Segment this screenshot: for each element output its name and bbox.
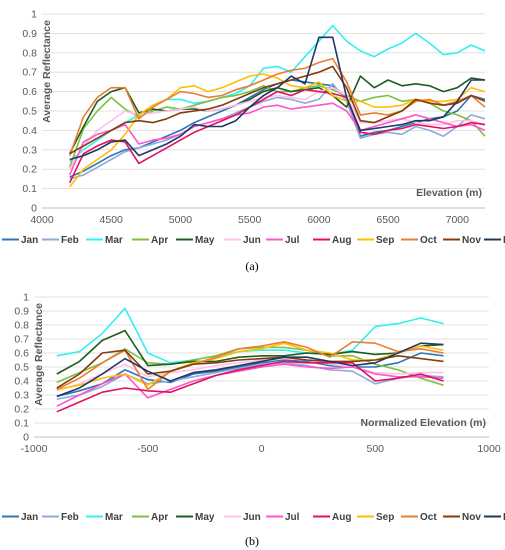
- y-tick-label: 0.7: [14, 334, 29, 346]
- legend-label-jan: Jan: [21, 512, 38, 523]
- legend-label-dec: Dec: [503, 512, 505, 523]
- chart-a: 0 0.1 0.2 0.3 0.4 0.5 0.6 0.7 0.8 0.9 1 4000 4500 500…: [2, 9, 505, 246]
- legend-label-jun: Jun: [243, 512, 261, 523]
- y-tick-label: 0: [31, 203, 37, 215]
- x-axis-label: Elevation (m): [416, 187, 482, 199]
- y-tick-label: 1: [23, 292, 29, 304]
- legend-label-mar: Mar: [105, 512, 123, 523]
- x-tick-label: 0: [259, 443, 265, 455]
- y-tick-label: 0.7: [22, 67, 37, 79]
- series-line-aug: [56, 360, 444, 413]
- series-line-jul: [68, 102, 486, 176]
- y-tick-label: 1: [31, 9, 37, 21]
- legend-label-aug: Aug: [332, 512, 351, 523]
- legend-label-feb: Feb: [61, 235, 79, 246]
- legend-label-dec: Dec: [503, 235, 505, 246]
- y-tick-label: 0.3: [14, 390, 29, 402]
- x-tick-label: -1000: [21, 443, 48, 455]
- y-tick-label: 0.3: [22, 144, 37, 156]
- panel-label-a: (a): [245, 259, 258, 273]
- legend-label-sep: Sep: [376, 235, 394, 246]
- x-tick-label: 5000: [169, 214, 193, 226]
- x-tick-label: 5500: [238, 214, 262, 226]
- series-line-dec: [69, 36, 485, 161]
- x-tick-label: 7000: [446, 214, 470, 226]
- series-line-aug: [68, 88, 486, 184]
- y-tick-label: 0.2: [14, 404, 29, 416]
- y-tick-label: 0.6: [22, 86, 37, 98]
- legend-label-oct: Oct: [420, 512, 437, 523]
- series-line-jul: [56, 363, 444, 407]
- series-line-oct: [56, 340, 444, 391]
- panel-label-b: (b): [245, 534, 259, 548]
- x-tick-label: -500: [137, 443, 158, 455]
- y-tick-label: 0.8: [22, 47, 37, 59]
- x-tick-label: 500: [366, 443, 384, 455]
- series-line-mar: [69, 24, 486, 163]
- legend-label-jul: Jul: [285, 235, 300, 246]
- y-tick-label: 0: [23, 432, 29, 444]
- y-tick-label: 0.5: [14, 362, 29, 374]
- legend-label-oct: Oct: [420, 235, 437, 246]
- series-line-may: [56, 329, 444, 375]
- y-tick-label: 0.9: [22, 28, 37, 40]
- legend-label-may: May: [195, 235, 215, 246]
- series-line-dec: [56, 342, 444, 398]
- legend-label-apr: Apr: [151, 235, 168, 246]
- y-tick-label: 0.4: [22, 125, 37, 137]
- series-line-nov: [69, 65, 486, 155]
- legend-label-apr: Apr: [151, 512, 168, 523]
- x-tick-label: 6500: [376, 214, 400, 226]
- y-tick-label: 0.1: [22, 183, 37, 195]
- y-tick-label: 0.9: [14, 306, 29, 318]
- x-axis-label: Normalized Elevation (m): [361, 417, 486, 429]
- legend-label-nov: Nov: [462, 235, 481, 246]
- x-tick-label: 4500: [100, 214, 124, 226]
- legend-label-jan: Jan: [21, 235, 38, 246]
- legend-label-may: May: [195, 512, 215, 523]
- y-tick-label: 0.4: [14, 376, 29, 388]
- x-tick-label: 1000: [477, 443, 501, 455]
- legend-label-mar: Mar: [105, 235, 123, 246]
- legend-label-feb: Feb: [61, 512, 79, 523]
- y-tick-label: 0.5: [22, 106, 37, 118]
- chart-b: 0 0.1 0.2 0.3 0.4 0.5 0.6 0.7 0.8 0.9 1 -1000 -500 0 5…: [2, 292, 505, 523]
- legend-label-jun: Jun: [243, 235, 261, 246]
- legend-label-sep: Sep: [376, 512, 394, 523]
- y-tick-label: 0.6: [14, 348, 29, 360]
- series-line-jun: [56, 357, 444, 392]
- legend-label-jul: Jul: [285, 512, 300, 523]
- y-axis-label: Average Reflectance: [33, 303, 45, 406]
- x-tick-label: 4000: [30, 214, 54, 226]
- legend-label-aug: Aug: [332, 235, 351, 246]
- series-line-nov: [56, 349, 444, 389]
- series-line-oct: [68, 57, 486, 156]
- legend-label-nov: Nov: [462, 512, 481, 523]
- y-tick-label: 0.2: [22, 164, 37, 176]
- series-line-feb: [69, 83, 486, 180]
- y-axis-label: Average Reflectance: [41, 20, 53, 123]
- series-line-jan: [56, 352, 444, 398]
- x-tick-label: 6000: [307, 214, 331, 226]
- y-tick-label: 0.8: [14, 320, 29, 332]
- y-tick-label: 0.1: [14, 418, 29, 430]
